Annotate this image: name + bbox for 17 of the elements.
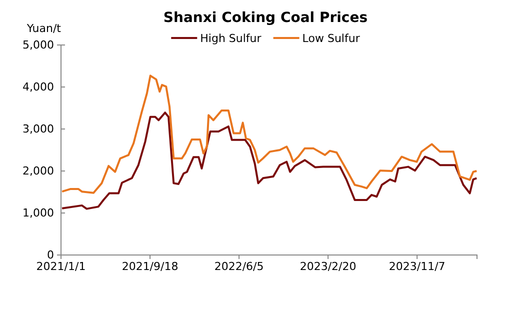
legend-label: High Sulfur	[200, 32, 262, 45]
line-series	[61, 74, 478, 194]
x-tick-label: 2021/1/1	[36, 260, 86, 273]
y-tick-label: 2,000	[22, 164, 54, 178]
y-axis-title: Yuan/t	[26, 22, 62, 35]
y-tick-label: 4,000	[22, 80, 54, 94]
legend-label: Low Sulfur	[302, 32, 360, 45]
y-tick-label: 0	[47, 248, 54, 262]
chart-title: Shanxi Coking Coal Prices	[163, 10, 368, 26]
line-series	[61, 112, 478, 210]
x-tick-label: 2021/9/18	[122, 260, 178, 273]
x-tick-label: 2022/6/5	[214, 260, 264, 273]
y-tick-label: 1,000	[22, 206, 54, 220]
x-tick-label: 2023/2/20	[300, 260, 356, 273]
y-tick-label: 3,000	[22, 122, 54, 136]
x-tick-label: 2023/11/7	[388, 260, 446, 273]
y-tick-label: 5,000	[22, 38, 54, 52]
